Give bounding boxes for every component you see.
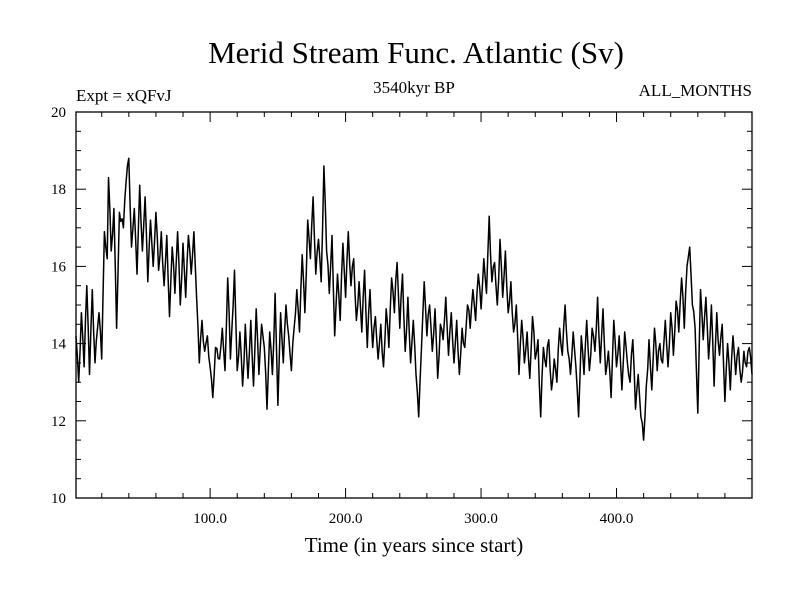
axis-ticks [76, 111, 752, 499]
x-axis-label: Time (in years since start) [305, 533, 524, 557]
x-tick-label: 100.0 [193, 511, 227, 527]
y-tick-label: 20 [51, 105, 66, 121]
experiment-label: Expt = xQFvJ [76, 86, 172, 105]
y-tick-label: 12 [51, 414, 66, 430]
x-tick-label: 400.0 [600, 511, 634, 527]
period-label: 3540kyr BP [373, 78, 455, 97]
series-line [75, 157, 753, 441]
x-tick-label: 200.0 [329, 511, 363, 527]
plot-frame [75, 111, 753, 499]
y-tick-label: 16 [51, 259, 67, 275]
months-label: ALL_MONTHS [639, 81, 752, 100]
y-tick-label: 18 [51, 182, 66, 198]
y-tick-label: 10 [51, 491, 66, 507]
y-tick-label: 14 [51, 337, 67, 353]
chart-title: Merid Stream Func. Atlantic (Sv) [208, 35, 624, 70]
x-tick-label: 300.0 [464, 511, 498, 527]
axis-tick-labels: 100.0 200.0 300.0 400.0 10 12 14 16 18 20 [51, 105, 633, 527]
